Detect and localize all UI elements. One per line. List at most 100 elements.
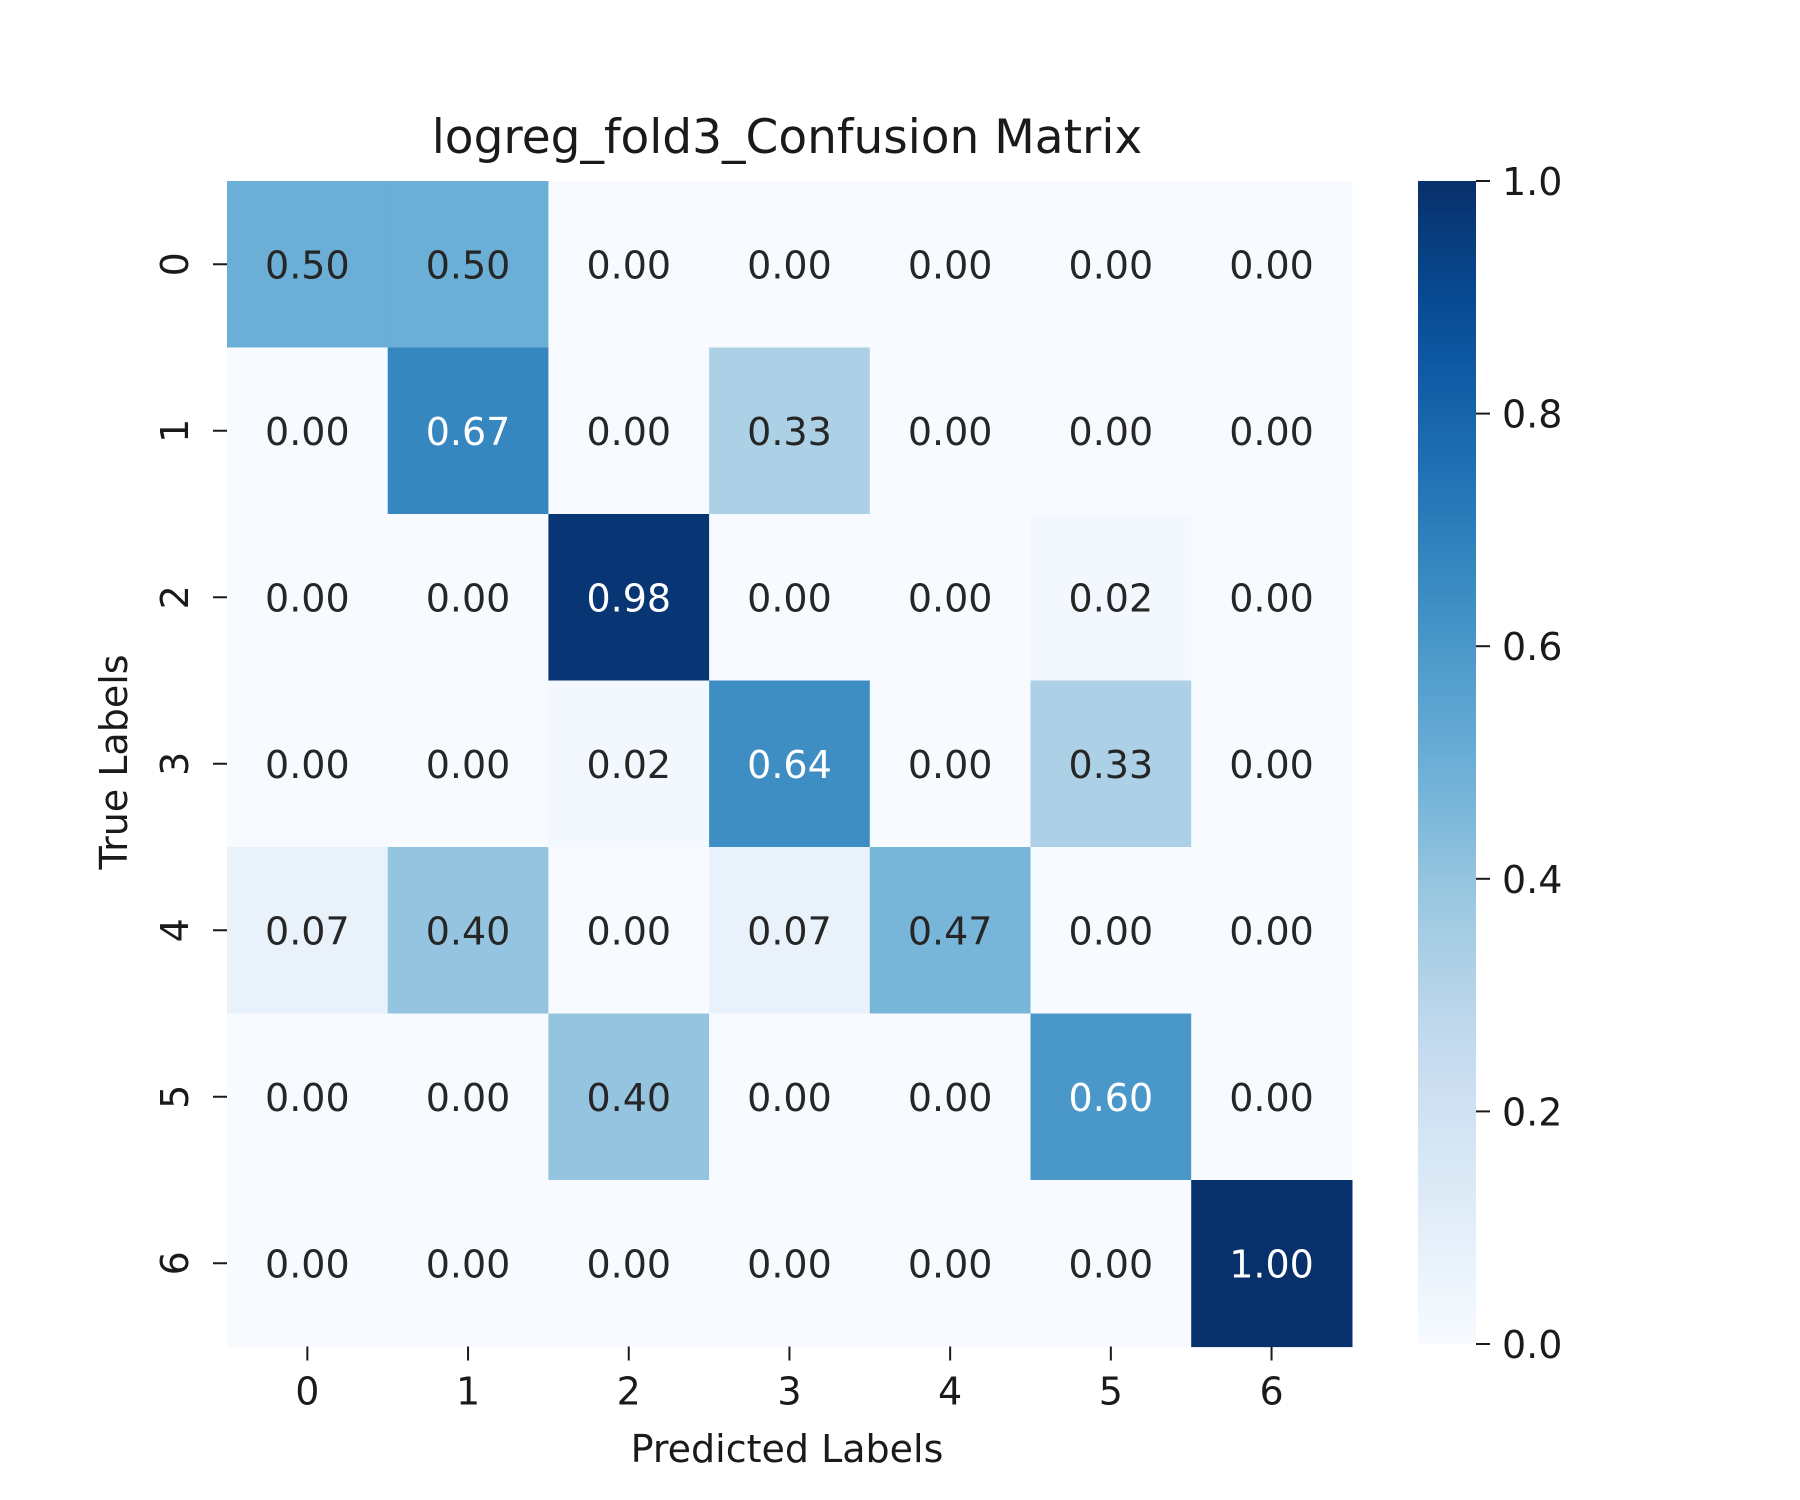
cell-annotation-6-2: 0.00 [586, 1242, 671, 1286]
cell-annotation-4-5: 0.00 [1069, 909, 1154, 953]
heatmap-cell-6-5 [1030, 1180, 1192, 1348]
x-tick-label-5: 5 [1099, 1370, 1123, 1414]
chart-title: logreg_fold3_Confusion Matrix [432, 110, 1143, 165]
cell-annotation-1-6: 0.00 [1229, 410, 1314, 454]
heatmap-cell-1-3 [709, 347, 871, 515]
cell-annotation-0-5: 0.00 [1069, 243, 1154, 287]
heatmap-cell-4-0 [227, 847, 389, 1015]
cell-annotation-0-0: 0.50 [265, 243, 350, 287]
heatmap-cell-1-4 [869, 347, 1032, 515]
cell-annotation-2-1: 0.00 [426, 576, 511, 620]
cell-annotation-4-0: 0.07 [265, 909, 350, 953]
heatmap-cell-0-3 [709, 181, 871, 349]
cell-annotation-6-1: 0.00 [426, 1242, 511, 1286]
heatmap-cell-2-0 [227, 514, 389, 682]
cell-annotation-3-3: 0.64 [747, 743, 832, 787]
heatmap-annotations: 0.50 0.50 0.00 0.00 0.00 0.00 0.00 0.00 0.67 0.00… [265, 243, 1314, 1286]
cell-annotation-2-5: 0.02 [1069, 576, 1154, 620]
cell-annotation-0-4: 0.00 [908, 243, 993, 287]
heatmap-cell-5-4 [869, 1013, 1032, 1181]
heatmap-cell-0-2 [548, 181, 710, 349]
x-tick-label-6: 6 [1259, 1370, 1283, 1414]
heatmap-cell-1-6 [1191, 347, 1353, 515]
y-tick-label-0: 0 [153, 252, 197, 276]
cell-annotation-5-1: 0.00 [426, 1076, 511, 1120]
heatmap-cell-5-2 [548, 1013, 710, 1181]
x-axis: 0 1 2 3 4 5 6 [295, 1346, 1284, 1414]
colorbar-tick-label-2: 0.4 [1502, 858, 1562, 902]
heatmap-cell-4-1 [387, 847, 549, 1015]
heatmap-cell-1-5 [1030, 347, 1192, 515]
heatmap-cell-6-1 [387, 1180, 549, 1348]
heatmap-cell-6-2 [548, 1180, 710, 1348]
heatmap-cell-3-1 [387, 680, 549, 848]
x-tick-label-2: 2 [617, 1370, 641, 1414]
heatmap-cell-1-2 [548, 347, 710, 515]
y-tick-label-6: 6 [153, 1251, 197, 1275]
y-axis-label: True Labels [92, 654, 136, 870]
heatmap-cell-6-3 [709, 1180, 871, 1348]
heatmap-cell-3-6 [1191, 680, 1353, 848]
cell-annotation-2-4: 0.00 [908, 576, 993, 620]
colorbar-tick-label-1: 0.2 [1502, 1090, 1562, 1134]
heatmap-cell-0-0 [227, 181, 389, 349]
cell-annotation-3-4: 0.00 [908, 743, 993, 787]
cell-annotation-5-6: 0.00 [1229, 1076, 1314, 1120]
heatmap-cell-1-1 [387, 347, 549, 515]
cell-annotation-4-6: 0.00 [1229, 909, 1314, 953]
cell-annotation-0-3: 0.00 [747, 243, 832, 287]
cell-annotation-5-5: 0.60 [1069, 1076, 1154, 1120]
cell-annotation-1-3: 0.33 [747, 410, 832, 454]
cell-annotation-1-2: 0.00 [586, 410, 671, 454]
heatmap-cell-3-4 [869, 680, 1032, 848]
heatmap-cell-3-2 [548, 680, 710, 848]
cell-annotation-1-0: 0.00 [265, 410, 350, 454]
cell-annotation-3-5: 0.33 [1069, 743, 1154, 787]
cell-annotation-4-1: 0.40 [426, 909, 511, 953]
cell-annotation-2-2: 0.98 [586, 576, 671, 620]
heatmap-cell-5-6 [1191, 1013, 1353, 1181]
cell-annotation-3-2: 0.02 [586, 743, 671, 787]
heatmap-cell-3-0 [227, 680, 389, 848]
cell-annotation-4-4: 0.47 [908, 909, 993, 953]
colorbar: 0.0 0.2 0.4 0.6 0.8 1.0 [1418, 160, 1562, 1367]
colorbar-tick-label-3: 0.6 [1502, 625, 1562, 669]
heatmap-cell-3-3 [709, 680, 871, 848]
cell-annotation-1-4: 0.00 [908, 410, 993, 454]
colorbar-tick-label-0: 0.0 [1502, 1323, 1562, 1367]
x-tick-label-4: 4 [938, 1370, 962, 1414]
heatmap-cell-2-3 [709, 514, 871, 682]
heatmap-cell-0-4 [869, 181, 1032, 349]
heatmap-cell-6-6 [1191, 1180, 1353, 1348]
heatmap-cell-6-0 [227, 1180, 389, 1348]
cell-annotation-3-6: 0.00 [1229, 743, 1314, 787]
y-tick-label-5: 5 [153, 1085, 197, 1109]
heatmap-cell-2-1 [387, 514, 549, 682]
heatmap-cell-4-6 [1191, 847, 1353, 1015]
colorbar-gradient [1418, 181, 1476, 1344]
cell-annotation-6-6: 1.00 [1229, 1242, 1314, 1286]
cell-annotation-2-0: 0.00 [265, 576, 350, 620]
heatmap-cell-4-3 [709, 847, 871, 1015]
x-tick-label-1: 1 [456, 1370, 480, 1414]
heatmap-cell-5-3 [709, 1013, 871, 1181]
heatmap-cell-0-5 [1030, 181, 1192, 349]
cell-annotation-2-6: 0.00 [1229, 576, 1314, 620]
heatmap-cell-5-5 [1030, 1013, 1192, 1181]
colorbar-tick-label-4: 0.8 [1502, 393, 1562, 437]
heatmap-cell-0-6 [1191, 181, 1353, 349]
y-axis: 0 1 2 3 4 5 6 [153, 252, 227, 1275]
cell-annotation-0-2: 0.00 [586, 243, 671, 287]
cell-annotation-0-1: 0.50 [426, 243, 511, 287]
cell-annotation-4-3: 0.07 [747, 909, 832, 953]
cell-annotation-4-2: 0.00 [586, 909, 671, 953]
cell-annotation-1-5: 0.00 [1069, 410, 1154, 454]
cell-annotation-5-3: 0.00 [747, 1076, 832, 1120]
cell-annotation-1-1: 0.67 [426, 410, 511, 454]
heatmap-cell-4-5 [1030, 847, 1192, 1015]
heatmap-cells [227, 181, 1353, 1348]
heatmap-cell-3-5 [1030, 680, 1192, 848]
heatmap-cell-5-0 [227, 1013, 389, 1181]
y-tick-label-3: 3 [153, 752, 197, 776]
